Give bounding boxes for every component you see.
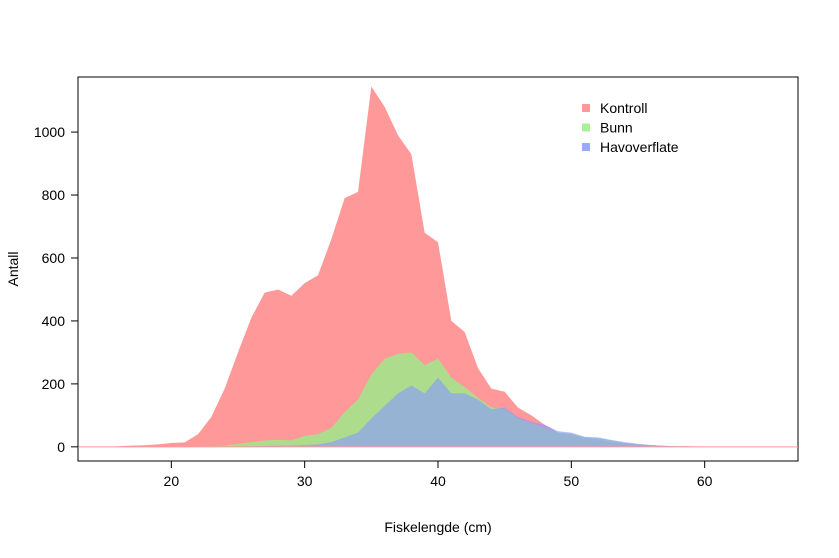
y-tick-label: 200 xyxy=(42,376,66,392)
x-axis: 20 30 40 50 60 xyxy=(164,460,713,489)
legend-label-havoverflate: Havoverflate xyxy=(600,139,679,155)
series-areas xyxy=(78,86,798,447)
legend: Kontroll Bunn Havoverflate xyxy=(582,100,679,155)
y-tick-label: 1000 xyxy=(34,124,65,140)
legend-swatch-bunn xyxy=(582,123,590,132)
y-axis-title: Antall xyxy=(5,251,21,286)
legend-swatch-havoverflate xyxy=(582,143,590,151)
y-tick-label: 0 xyxy=(57,439,65,455)
x-tick-label: 40 xyxy=(430,473,446,489)
x-tick-label: 60 xyxy=(697,473,713,489)
x-axis-title: Fiskelengde (cm) xyxy=(384,519,491,535)
area-havoverflate xyxy=(78,377,798,447)
legend-label-bunn: Bunn xyxy=(600,120,633,136)
y-axis: 0 200 400 600 800 1000 xyxy=(34,124,79,455)
y-tick-label: 800 xyxy=(42,187,66,203)
area-kontroll xyxy=(78,86,798,447)
legend-swatch-kontroll xyxy=(582,104,590,112)
x-tick-label: 50 xyxy=(564,473,580,489)
y-tick-label: 400 xyxy=(42,313,66,329)
x-tick-label: 30 xyxy=(297,473,313,489)
legend-label-kontroll: Kontroll xyxy=(600,100,647,116)
y-tick-label: 600 xyxy=(42,250,66,266)
x-tick-label: 20 xyxy=(164,473,180,489)
